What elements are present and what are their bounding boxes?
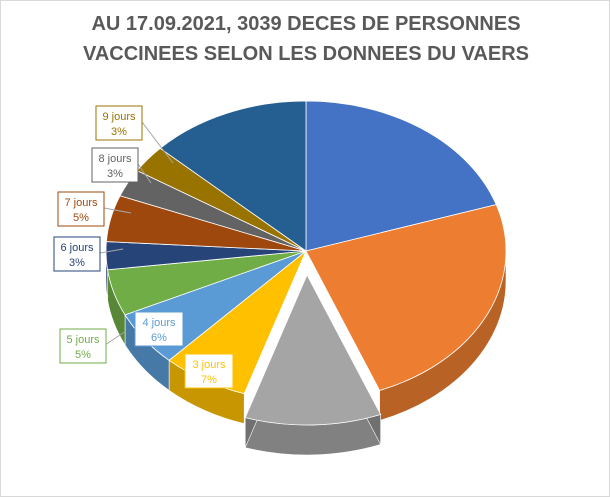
data-label-percent-9: 3% — [111, 126, 127, 138]
data-label-box-7 — [57, 191, 105, 227]
data-label-box-5 — [59, 328, 107, 364]
data-label-name-1: 1 jour — [449, 304, 477, 316]
leader-line-6 — [99, 248, 124, 254]
data-label-2: 2 jours 11% — [289, 388, 323, 415]
leader-line-9 — [141, 121, 174, 164]
data-label-1: 1 jour 24% — [449, 304, 477, 331]
data-label-percent-3: 7% — [201, 374, 217, 386]
pie-slice-2 — [244, 274, 382, 426]
pie-slice-0 — [305, 100, 497, 252]
data-label-percent-0: 20% — [378, 167, 400, 179]
data-label-percent-5: 5% — [75, 349, 91, 361]
data-label-box-9 — [95, 105, 143, 141]
leader-line-8 — [137, 163, 152, 184]
data-label-percent-4: 6% — [151, 332, 167, 344]
leader-line-7 — [103, 207, 132, 214]
data-label-percent-1: 24% — [452, 319, 474, 331]
pie-slice-1 — [305, 204, 507, 391]
chart-title-line-2: VACCINEES SELON LES DONNEES DU VAERS — [83, 43, 529, 65]
data-label-name-3: 3 jours — [192, 359, 226, 371]
data-label-percent-8: 3% — [107, 168, 123, 180]
data-label-name-5: 5 jours — [66, 334, 100, 346]
data-label-box-8 — [91, 147, 139, 183]
data-label-3: 3 jours 7% — [184, 353, 234, 389]
data-label-6: 6 jours 3% — [53, 236, 124, 272]
data-label-name-0: 0 jour — [375, 152, 403, 164]
data-label-name-8: 8 jours — [98, 153, 132, 165]
data-label-8: 8 jours 3% — [91, 147, 152, 184]
data-label-percent-7: 5% — [73, 212, 89, 224]
data-label-percent-2: 11% — [295, 403, 316, 415]
chart-title-line-1: AU 17.09.2021, 3039 DECES DE PERSONNES — [91, 13, 521, 35]
leader-line-5 — [104, 330, 127, 346]
chart-title: AU 17.09.2021, 3039 DECES DE PERSONNES V… — [1, 9, 610, 69]
data-label-name-4: 4 jours — [142, 317, 176, 329]
data-label-name-9: 9 jours — [102, 111, 136, 123]
data-label-10: 10 -14 jours 13% — [226, 146, 285, 173]
data-label-percent-10: 13% — [244, 161, 266, 173]
data-label-box-6 — [53, 236, 101, 272]
data-label-name-7: 7 jours — [64, 197, 98, 209]
data-label-box-3 — [184, 353, 234, 389]
pie-slice-10 — [159, 100, 307, 252]
data-label-9: 9 jours 3% — [95, 105, 174, 164]
data-label-name-2: 2 jours — [289, 388, 323, 400]
data-label-name-6: 6 jours — [60, 242, 94, 254]
data-label-7: 7 jours 5% — [57, 191, 132, 227]
pie-labels: 0 jour 20% 1 jour 24% 2 jours 11% 3 jours 7% 4 j… — [53, 105, 477, 415]
data-label-0: 0 jour 20% — [375, 152, 403, 179]
data-label-5: 5 jours 5% — [59, 328, 127, 364]
data-label-4: 4 jours 6% — [134, 311, 184, 347]
data-label-name-10: 10 -14 jours — [226, 146, 285, 158]
data-label-percent-6: 3% — [69, 257, 85, 269]
data-label-box-4 — [134, 311, 184, 347]
